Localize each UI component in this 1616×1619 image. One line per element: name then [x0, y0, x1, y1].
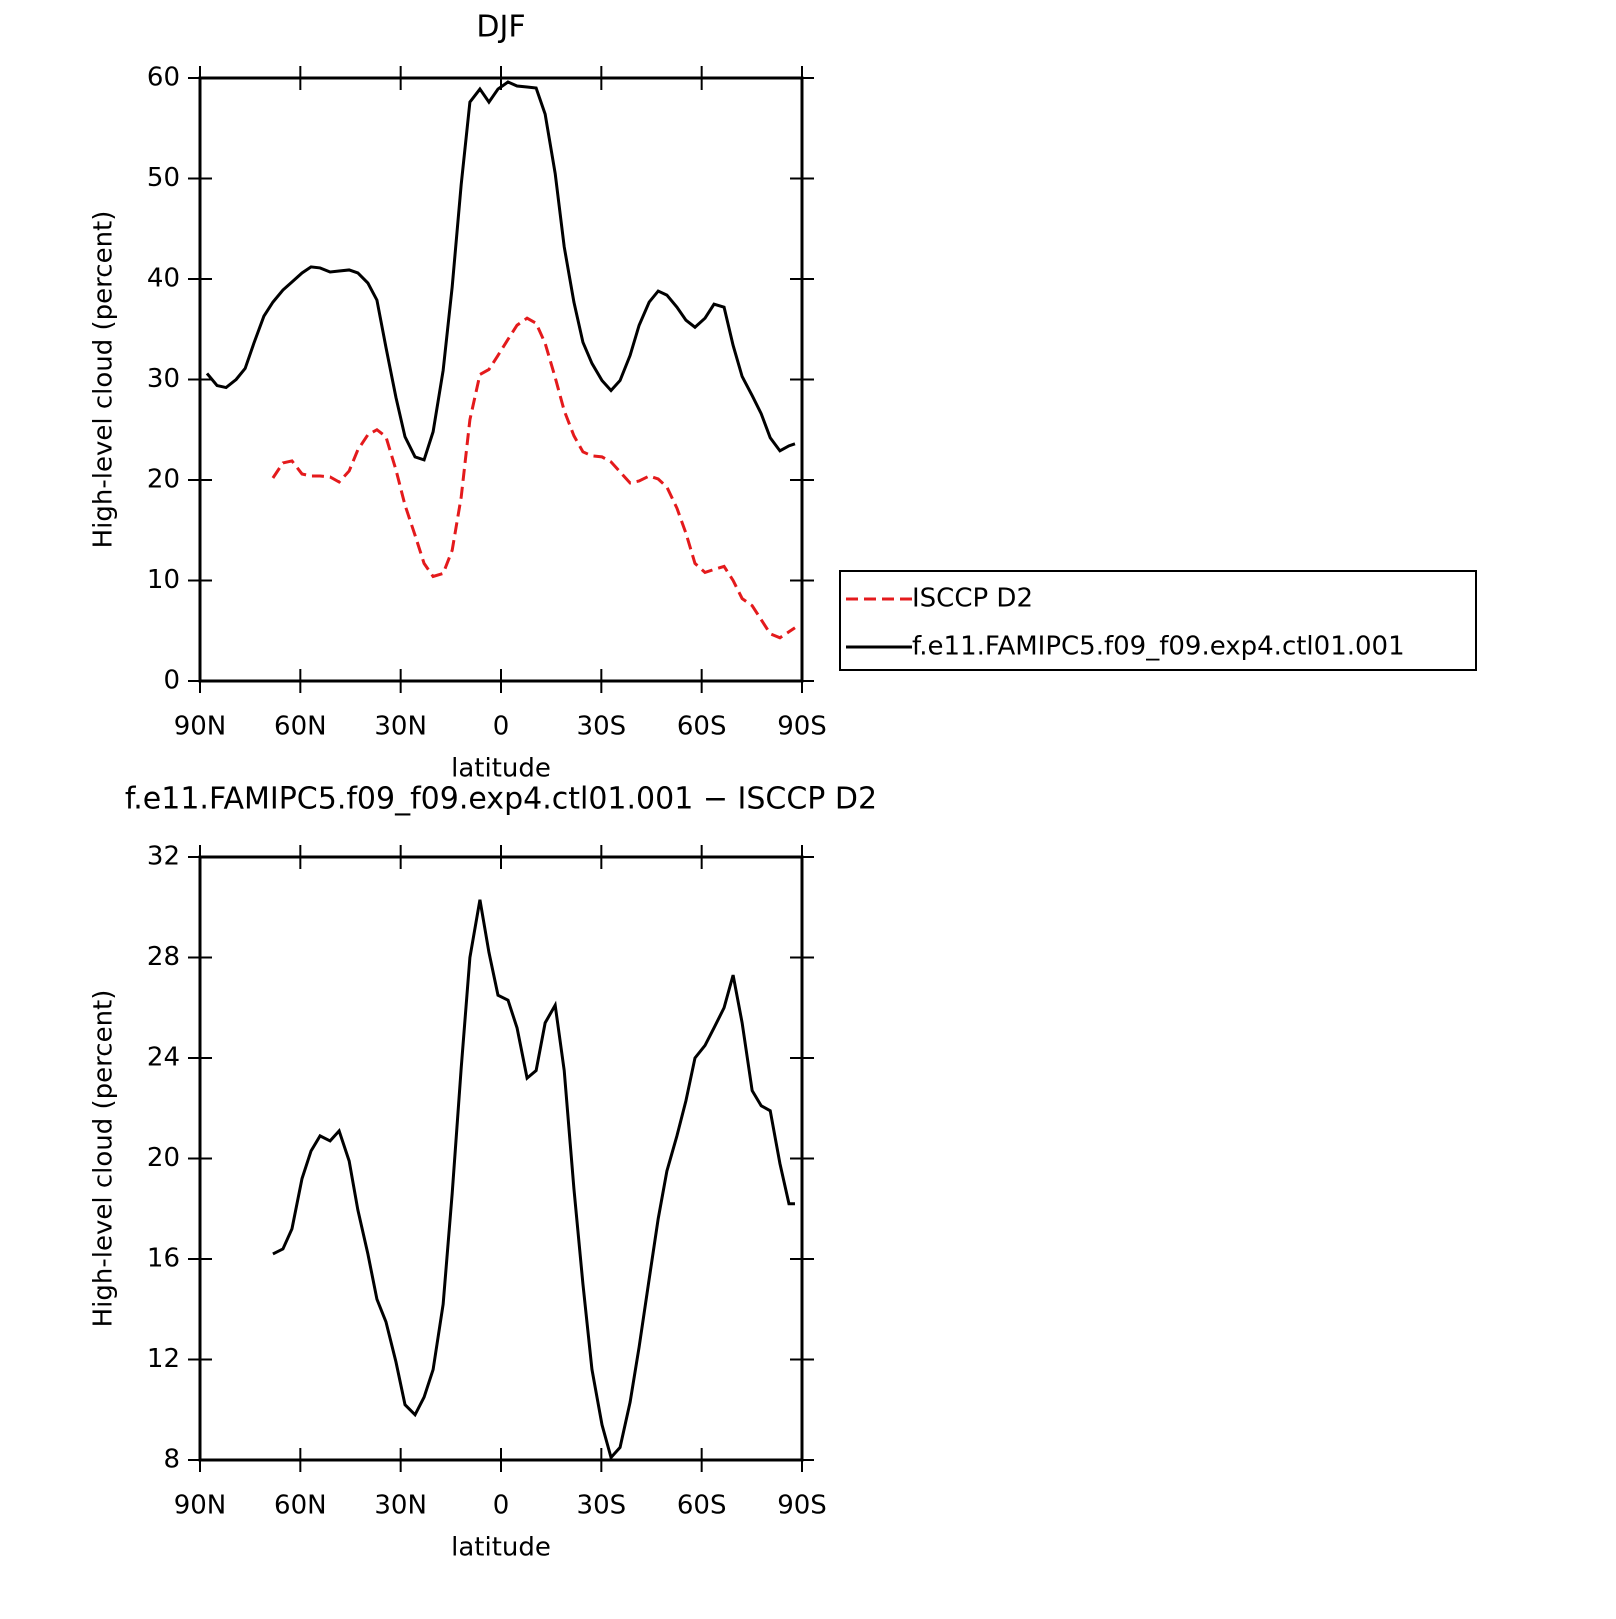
y-axis-label: High-level cloud (percent)	[89, 990, 119, 1328]
x-tick-label: 30S	[577, 1491, 627, 1521]
y-tick-label: 50	[147, 163, 180, 193]
x-axis-label: latitude	[451, 754, 551, 784]
chart-title: DJF	[476, 10, 525, 45]
y-tick-label: 10	[147, 565, 180, 595]
plot-frame	[198, 855, 804, 1462]
y-tick-label: 32	[147, 842, 180, 872]
x-tick-label: 90S	[777, 1491, 827, 1521]
x-tick-label: 60S	[677, 712, 727, 742]
x-tick-label: 0	[493, 712, 510, 742]
y-tick-label: 12	[147, 1344, 180, 1374]
x-tick-label: 90S	[777, 712, 827, 742]
legend-label: ISCCP D2	[912, 584, 1033, 614]
y-tick-label: 0	[163, 666, 180, 696]
y-tick-label: 24	[147, 1043, 180, 1073]
x-tick-label: 30N	[374, 712, 427, 742]
x-tick-label: 60S	[677, 1491, 727, 1521]
y-tick-label: 30	[147, 364, 180, 394]
y-tick-label: 40	[147, 264, 180, 294]
x-tick-label: 30N	[374, 1491, 427, 1521]
x-axis-label: latitude	[451, 1533, 551, 1563]
x-tick-label: 90N	[174, 1491, 227, 1521]
y-tick-label: 28	[147, 942, 180, 972]
legend-label: f.e11.FAMIPC5.f09_f09.exp4.ctl01.001	[912, 632, 1405, 662]
x-tick-label: 60N	[274, 1491, 327, 1521]
y-tick-label: 16	[147, 1244, 180, 1274]
x-tick-label: 30S	[577, 712, 627, 742]
data-line	[205, 80, 796, 462]
x-tick-label: 60N	[274, 712, 327, 742]
plot-frame	[198, 76, 804, 683]
x-tick-label: 90N	[174, 712, 227, 742]
x-tick-label: 0	[493, 1491, 510, 1521]
y-tick-label: 20	[147, 465, 180, 495]
chart-title: f.e11.FAMIPC5.f09_f09.exp4.ctl01.001 − I…	[125, 782, 877, 817]
y-tick-label: 20	[147, 1143, 180, 1173]
y-tick-label: 8	[163, 1445, 180, 1475]
y-axis-label: High-level cloud (percent)	[89, 211, 119, 549]
legend-box	[839, 570, 1477, 671]
data-line	[271, 316, 796, 640]
data-line	[272, 899, 795, 1461]
y-tick-label: 60	[147, 63, 180, 93]
